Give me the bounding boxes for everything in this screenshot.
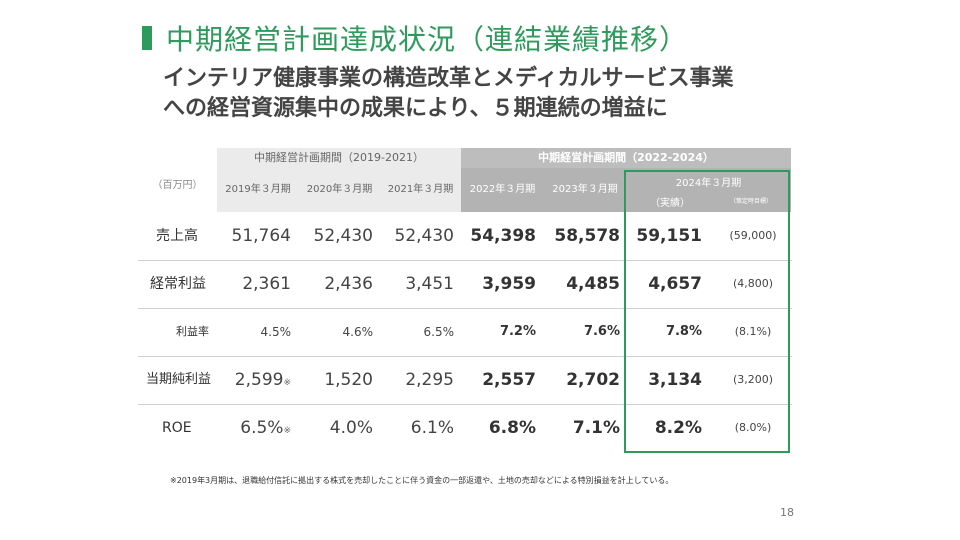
note-mark: ※	[283, 378, 291, 388]
cell-value: 7.2%	[499, 324, 536, 339]
row-label: ROE	[162, 420, 192, 436]
col-2024-actual: （実績）	[650, 198, 690, 209]
cell-value: 6.5%	[423, 325, 455, 339]
cell-target: (8.1%)	[734, 325, 772, 338]
cell-value: 8.2%	[654, 418, 702, 438]
cell-value: 58,578	[554, 226, 620, 246]
subtitle-line-1: インテリア健康事業の構造改革とメディカルサービス事業	[163, 66, 734, 91]
note-mark: ※	[283, 426, 291, 436]
row-label: 経常利益	[150, 276, 206, 292]
cell-value: 51,764	[231, 226, 291, 246]
cell-value: 2,436	[324, 274, 373, 294]
cell-value: 6.8%	[488, 418, 536, 438]
table-row: 当期純利益 2,599※ 1,520 2,295 2,557 2,702 3,1…	[138, 356, 792, 405]
group-header-prev: 中期経営計画期間（2019-2021）	[217, 148, 461, 168]
cell-value: 52,430	[313, 226, 373, 246]
cell-value: 4,485	[566, 274, 620, 294]
cell-value: 52,430	[394, 226, 454, 246]
table-row: 経常利益 2,361 2,436 3,451 3,959 4,485 4,657…	[138, 260, 792, 309]
cell-value: 7.6%	[583, 324, 620, 339]
cell-value: 3,134	[648, 370, 702, 390]
col-2024-year: 2024年３月期	[675, 178, 742, 189]
cell-value: 4.0%	[329, 418, 373, 438]
subtitle: インテリア健康事業の構造改革とメディカルサービス事業 への経営資源集中の成果によ…	[163, 64, 733, 124]
cell-target: (3,200)	[732, 373, 774, 386]
cell-value: 54,398	[470, 226, 536, 246]
cell-target: (8.0%)	[734, 421, 772, 434]
footnote: ※2019年3月期は、退職給付信託に拠出する株式を売却したことに伴う資金の一部返…	[170, 476, 674, 485]
cell-target: (59,000)	[729, 229, 777, 242]
cell-value-text: 2,599	[234, 370, 284, 390]
cell-value: 59,151	[636, 226, 702, 246]
title-accent-bar	[142, 26, 152, 50]
cell-value: 2,361	[242, 274, 291, 294]
col-header-2023: 2023年３月期	[544, 168, 626, 212]
cell-value: 4.5%	[260, 325, 292, 339]
cell-value: 2,702	[566, 370, 620, 390]
cell-target: (4,800)	[732, 277, 774, 290]
cell-value: 7.1%	[572, 418, 620, 438]
subtitle-line-2: への経営資源集中の成果により、５期連続の増益に	[163, 96, 668, 121]
cell-value: 3,451	[405, 274, 454, 294]
cell-value: 2,557	[482, 370, 536, 390]
table-row: 利益率 4.5% 4.6% 6.5% 7.2% 7.6% 7.8% (8.1%)	[138, 308, 792, 357]
row-label: 当期純利益	[146, 372, 212, 387]
col-header-2024: 2024年３月期 （実績） （策定時目標）	[626, 168, 791, 212]
unit-label: （百万円）	[152, 180, 203, 191]
cell-value-text: 6.5%	[240, 418, 284, 438]
cell-value: 4.6%	[342, 325, 374, 339]
row-label: 利益率	[176, 325, 209, 338]
page-number: 18	[780, 506, 794, 519]
cell-value: 6.1%	[410, 418, 454, 438]
group-header-curr: 中期経営計画期間（2022-2024）	[461, 148, 791, 168]
cell-value: 2,599※	[217, 356, 291, 404]
cell-value: 4,657	[648, 274, 702, 294]
page-title: 中期経営計画達成状況（連結業績推移）	[166, 23, 689, 56]
row-label: 売上高	[156, 228, 198, 244]
col-2024-target: （策定時目標）	[729, 198, 772, 205]
col-header-2019: 2019年３月期	[217, 168, 299, 212]
table-row: 売上高 51,764 52,430 52,430 54,398 58,578 5…	[138, 212, 792, 261]
cell-value: 3,959	[482, 274, 536, 294]
col-header-2022: 2022年３月期	[461, 168, 544, 212]
cell-value: 7.8%	[665, 324, 702, 339]
table-row: ROE 6.5%※ 4.0% 6.1% 6.8% 7.1% 8.2% (8.0%…	[138, 404, 792, 452]
col-header-2020: 2020年３月期	[299, 168, 380, 212]
fy2024-highlight-frame	[624, 170, 790, 453]
col-header-2021: 2021年３月期	[380, 168, 461, 212]
cell-value: 2,295	[405, 370, 454, 390]
cell-value: 6.5%※	[217, 404, 291, 452]
cell-value: 1,520	[324, 370, 373, 390]
